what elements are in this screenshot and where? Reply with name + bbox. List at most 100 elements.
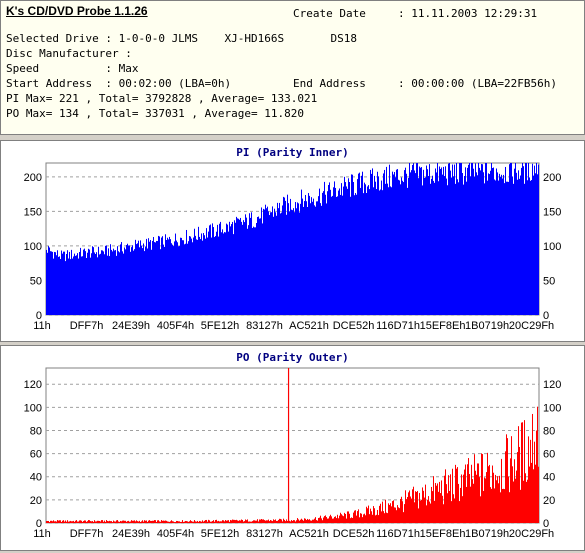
data-bar: [218, 236, 219, 315]
data-bar: [267, 520, 268, 523]
data-bar: [260, 519, 261, 523]
data-bar: [149, 520, 150, 523]
data-bar: [411, 170, 412, 315]
data-bar: [431, 486, 432, 523]
data-bar: [222, 520, 223, 523]
data-bar: [267, 206, 268, 315]
data-bar: [491, 488, 492, 523]
po-chart: 0 0 20 20 40 40 60 60 80 80 100 100 120 120 11h DFF7h 24…: [24, 367, 561, 540]
data-bar: [500, 492, 501, 523]
x-tick-label: 405F4h: [157, 528, 194, 540]
y-tick-label-left: 20: [30, 495, 42, 507]
data-bar: [465, 464, 466, 523]
data-bar: [497, 476, 498, 523]
data-bar: [248, 521, 249, 523]
data-bar: [231, 224, 232, 315]
data-bar: [518, 426, 519, 523]
data-bar: [101, 520, 102, 523]
data-bar: [515, 163, 516, 315]
data-bar: [48, 246, 49, 315]
data-bar: [81, 256, 82, 315]
data-bar: [152, 520, 153, 523]
data-bar: [354, 195, 355, 315]
data-bar: [477, 463, 478, 523]
data-bar: [509, 164, 510, 315]
data-bar: [500, 176, 501, 315]
data-bar: [417, 490, 418, 523]
data-bar: [139, 247, 140, 315]
data-bar: [160, 521, 161, 523]
data-bar: [456, 468, 457, 523]
data-bar: [354, 510, 355, 523]
data-bar: [317, 201, 318, 315]
x-tick-label: 83127h: [246, 320, 283, 332]
data-bar: [427, 499, 428, 523]
data-bar: [55, 521, 56, 523]
data-bar: [167, 521, 168, 523]
data-bar: [355, 510, 356, 523]
data-bar: [105, 245, 106, 315]
data-bar: [64, 251, 65, 315]
data-bar: [523, 166, 524, 315]
data-bar: [480, 496, 481, 523]
data-bar: [93, 247, 94, 315]
data-bar: [335, 516, 336, 523]
data-bar: [63, 251, 64, 315]
data-bar: [478, 463, 479, 523]
data-bar: [167, 237, 168, 315]
data-bar: [367, 186, 368, 315]
data-bar: [78, 258, 79, 315]
data-bar: [486, 472, 487, 523]
data-bar: [339, 515, 340, 523]
data-bar: [169, 521, 170, 523]
data-bar: [93, 521, 94, 523]
data-bar: [356, 194, 357, 315]
data-bar: [126, 245, 127, 315]
data-bar: [502, 488, 503, 523]
data-bar: [162, 520, 163, 523]
data-bar: [294, 520, 295, 523]
data-bar: [316, 520, 317, 523]
data-bar: [61, 521, 62, 523]
data-bar: [506, 434, 507, 523]
data-bar: [368, 505, 369, 523]
data-bar: [207, 237, 208, 315]
data-bar: [46, 249, 47, 315]
data-bar: [508, 476, 509, 523]
x-tick-label: 24E39h: [112, 528, 150, 540]
data-bar: [530, 439, 531, 523]
data-bar: [181, 521, 182, 523]
data-bar: [53, 520, 54, 523]
data-bar: [484, 477, 485, 523]
data-bar: [286, 214, 287, 315]
data-bar: [391, 187, 392, 315]
data-bar: [469, 163, 470, 315]
data-bar: [522, 422, 523, 523]
data-bar: [483, 172, 484, 315]
data-bar: [416, 163, 417, 315]
data-bar: [238, 218, 239, 315]
data-bar: [86, 258, 87, 315]
data-bar: [505, 451, 506, 523]
data-bar: [537, 174, 538, 315]
data-bar: [378, 176, 379, 315]
data-bar: [510, 458, 511, 523]
data-bar: [344, 176, 345, 315]
data-bar: [60, 259, 61, 315]
data-bar: [159, 236, 160, 315]
data-bar: [483, 490, 484, 523]
y-tick-label-right: 20: [543, 495, 555, 507]
data-bar: [134, 520, 135, 523]
data-bar: [390, 186, 391, 315]
data-bar: [98, 520, 99, 523]
data-bar: [474, 454, 475, 523]
data-bar: [107, 255, 108, 315]
data-bar: [229, 521, 230, 523]
data-bar: [150, 240, 151, 315]
data-bar: [278, 208, 279, 315]
data-bar: [433, 180, 434, 315]
data-bar: [384, 513, 385, 523]
data-bar: [148, 238, 149, 315]
data-bar: [435, 168, 436, 315]
data-bar: [185, 243, 186, 315]
